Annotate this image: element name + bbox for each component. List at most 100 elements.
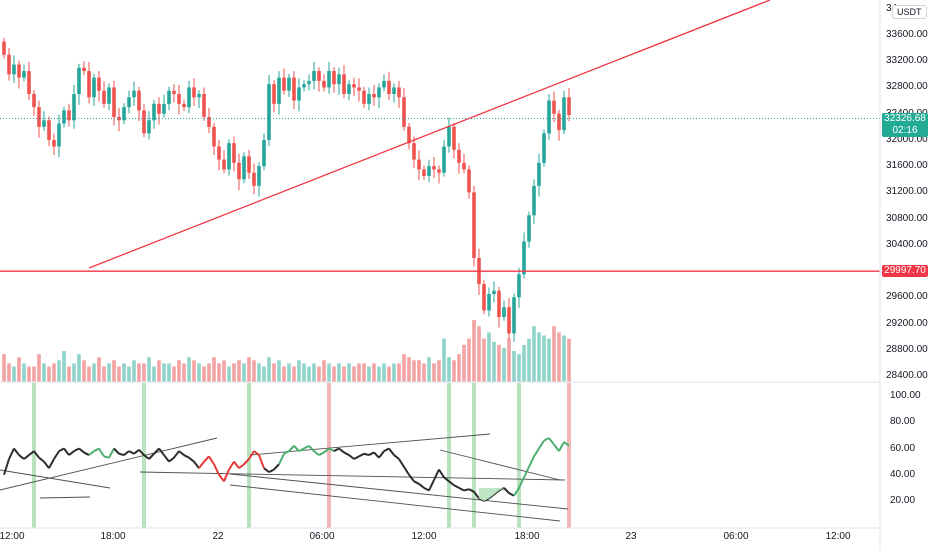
oscillator-segment [288,445,295,452]
volume-bar [292,366,296,382]
volume-bar [232,363,236,382]
volume-bar [287,363,291,382]
candle-body [267,84,271,140]
price-axis-label: 29600.00 [886,291,928,303]
oscillator-segment [198,461,205,469]
oscillator-segment [68,450,75,456]
candle-body [92,77,96,98]
candle-body [412,143,416,160]
candle-body [242,156,246,180]
volume-bar [427,357,431,382]
oscillator-segment [448,480,455,487]
oscillator-segment [3,458,10,476]
oscillator-segment [538,440,545,450]
oscillator-segment [528,455,535,468]
volume-bar [152,366,156,382]
volume-bar [272,363,276,382]
volume-bar [462,344,466,382]
volume-bar [532,326,536,382]
oscillator-segment [18,454,25,460]
oscillator-segment [38,456,45,463]
oscillator-segment [258,454,265,469]
volume-bar [227,366,231,382]
candle-body [227,143,231,170]
volume-bar [412,360,416,382]
oscillator-trendline [229,484,561,522]
volume-bar [377,366,381,382]
candle-body [182,103,186,108]
candle-body [452,126,456,150]
candle-body [107,87,111,104]
candle-body [72,94,76,121]
drawings [0,0,880,272]
volume-bar [17,357,21,382]
volume-bar [347,363,351,382]
candle-body [342,74,346,95]
oscillator-segment [223,469,230,482]
volume-bar [7,363,11,382]
volume-bar [107,363,111,382]
volume-bar [202,366,206,382]
volume-bar [222,360,226,382]
oscillator-segment [48,458,55,469]
oscillator-segment [298,447,305,453]
volume-bar [432,363,436,382]
oscillator-segment [98,447,105,457]
volume-bar [242,363,246,382]
volume-bar [322,360,326,382]
candle-body [392,87,396,95]
candle-body [352,84,356,88]
candle-body [272,84,276,104]
volume-bar [397,363,401,382]
oscillator-segment [428,479,435,491]
candle-body [37,107,41,127]
oscillator-segment [63,447,70,456]
candle-body [282,77,286,91]
price-axis-label-clipped: 34 [886,3,897,15]
oscillator-segment [558,441,565,452]
time-axis-label: 18:00 [514,531,540,542]
volume-bar [282,366,286,382]
volume-bar [407,357,411,382]
oscillator-segment [103,455,110,459]
candle-body [402,97,406,127]
oscillator-segment [253,450,260,456]
volume-bar [387,366,391,382]
candle-body [487,294,491,311]
volume-bar [512,351,516,382]
volume-bar [92,363,96,382]
volume-bar [332,366,336,382]
volume-bar [542,335,546,382]
signal-band-green [247,383,251,528]
volume-bar [402,354,406,382]
oscillator-segment [163,454,170,463]
oscillator-segment [188,456,195,463]
oscillator-segment [213,463,220,476]
candle-body [427,166,431,176]
oscillator-segment [308,445,315,452]
candle-body [437,169,441,173]
candle-body [362,90,366,104]
price-axis-label: 29200.00 [886,317,928,329]
oscillator-segment [553,443,560,452]
oscillator-segment [378,450,385,459]
candle-body [377,87,381,98]
candle-body [472,192,476,258]
candle-body [467,169,471,193]
price-axis-label: 33200.00 [886,55,928,67]
candle-body [42,120,46,127]
candle-body [97,77,101,91]
oscillator-segment [458,486,465,492]
candle-body [322,80,326,88]
currency-button[interactable]: USDT [892,5,927,19]
oscillator-segment [358,452,365,458]
oscillator-segment [333,447,340,453]
oscillator-segment [363,452,370,457]
oscillator-segment [523,466,530,478]
volume-bar [442,338,446,382]
oscillator-segment [533,447,540,457]
oscillator-axis-label: 80.00 [890,416,916,428]
candle-body [247,156,251,173]
oscillator-segment [413,480,420,485]
